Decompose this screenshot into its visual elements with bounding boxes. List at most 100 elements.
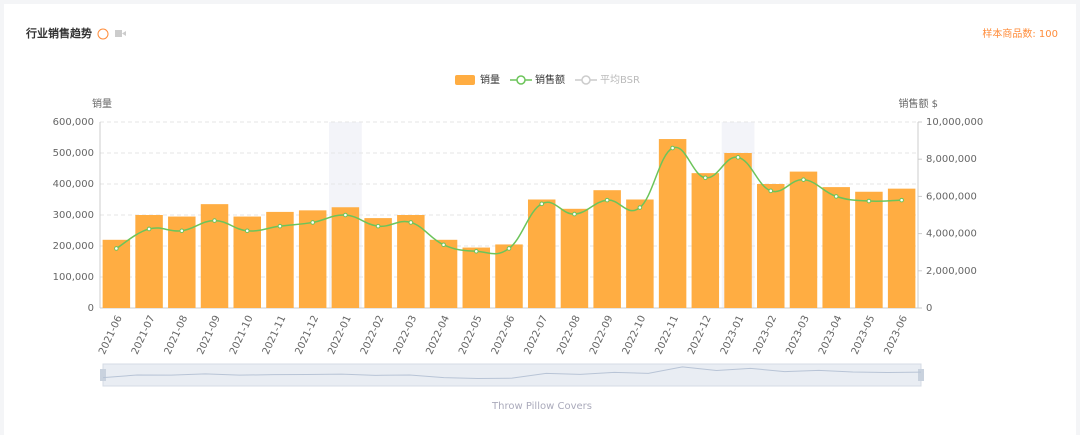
zoom-handle[interactable] <box>918 369 924 381</box>
zoom-preview <box>102 366 922 380</box>
bar <box>593 190 621 308</box>
x-tick-label: 2022-04 <box>424 314 452 357</box>
x-tick-label: 2022-05 <box>457 314 485 357</box>
video-icon[interactable] <box>115 30 122 37</box>
video-icon <box>122 31 126 36</box>
line-point <box>506 246 512 251</box>
zoom-handle[interactable] <box>100 369 106 381</box>
line-point <box>277 223 283 229</box>
bar <box>364 218 392 308</box>
bar <box>560 208 589 308</box>
y-tick-label: 500,000 <box>53 148 94 159</box>
x-tick-label: 2022-02 <box>359 314 387 357</box>
legend-label: 销售额 <box>535 73 565 86</box>
bar <box>691 173 720 308</box>
bar <box>855 191 883 308</box>
bar <box>527 199 556 308</box>
y2-tick-label: 10,000,000 <box>926 117 983 128</box>
line-point <box>114 246 119 251</box>
y-tick-label: 400,000 <box>53 179 94 190</box>
bar <box>331 207 360 308</box>
legend-label: 平均BSR <box>600 74 640 86</box>
y2-tick-label: 6,000,000 <box>926 191 977 202</box>
y2-tick-label: 8,000,000 <box>926 154 977 165</box>
help-icon[interactable] <box>97 28 109 40</box>
line-point <box>703 175 708 181</box>
y2-axis-title: 销售额 $ <box>898 97 938 110</box>
line-point <box>212 218 217 223</box>
x-tick-label: 2023-01 <box>719 314 747 357</box>
y-tick-label: 600,000 <box>53 117 94 128</box>
y-tick-label: 100,000 <box>53 272 94 283</box>
x-tick-label: 2021-10 <box>228 314 256 357</box>
x-tick-label: 2023-04 <box>817 314 845 357</box>
line-point <box>343 212 348 218</box>
line-point <box>670 145 675 151</box>
bar <box>298 210 327 308</box>
line-point <box>179 228 185 234</box>
line-point <box>768 188 774 194</box>
x-tick-label: 2022-01 <box>326 314 354 357</box>
bar <box>102 239 131 308</box>
bar <box>397 215 425 308</box>
x-tick-label: 2023-06 <box>882 314 910 357</box>
line-point <box>604 197 610 203</box>
x-tick-label: 2021-08 <box>163 314 191 357</box>
bar <box>462 247 491 308</box>
bar <box>757 184 785 308</box>
x-tick-label: 2021-06 <box>97 314 125 357</box>
line-point <box>833 194 839 199</box>
line-point <box>866 198 872 204</box>
x-tick-label: 2022-07 <box>523 314 551 357</box>
y-tick-label: 200,000 <box>53 241 94 252</box>
bar <box>724 153 752 308</box>
line-point <box>572 211 577 217</box>
x-tick-label: 2021-09 <box>195 314 223 357</box>
x-tick-label: 2023-05 <box>850 314 878 357</box>
x-tick-label: 2021-12 <box>293 314 321 357</box>
legend-swatch <box>455 75 475 85</box>
line-point <box>146 226 152 232</box>
x-tick-label: 2022-10 <box>621 314 649 357</box>
bar <box>658 139 687 308</box>
bar <box>626 199 654 308</box>
x-tick-label: 2021-07 <box>130 314 158 357</box>
line-point <box>801 177 806 182</box>
line-point <box>244 228 250 234</box>
y2-tick-label: 0 <box>926 303 932 314</box>
sample-count: 样本商品数: 100 <box>982 27 1058 40</box>
x-tick-label: 2022-06 <box>490 314 518 357</box>
line-point <box>310 220 315 225</box>
y-tick-label: 300,000 <box>53 210 94 221</box>
bar <box>887 188 916 308</box>
line-point <box>441 242 446 248</box>
y-tick-label: 0 <box>88 303 94 314</box>
legend-swatch <box>581 75 591 85</box>
x-tick-label: 2023-02 <box>752 314 780 357</box>
x-tick-label: 2022-12 <box>686 314 714 357</box>
x-tick-label: 2023-03 <box>784 314 812 357</box>
title: 行业销售趋势 <box>25 26 92 40</box>
bar <box>429 239 458 308</box>
line-point <box>735 155 741 160</box>
x-tick-label: 2022-08 <box>555 314 583 357</box>
y-axis-title: 销量 <box>92 97 112 110</box>
line-point <box>408 220 414 225</box>
line-point <box>473 248 479 254</box>
y2-tick-label: 4,000,000 <box>926 229 977 240</box>
x-tick-label: 2022-03 <box>392 314 420 357</box>
bar <box>822 187 850 308</box>
y2-tick-label: 2,000,000 <box>926 266 977 277</box>
line-point <box>899 197 904 203</box>
bar <box>789 171 818 308</box>
x-tick-label: 2022-09 <box>588 314 616 357</box>
x-tick-label: 2022-11 <box>653 314 681 357</box>
zoom-label: Throw Pillow Covers <box>491 401 592 412</box>
line-point <box>539 201 545 207</box>
line-point <box>375 223 381 229</box>
legend-label: 销量 <box>480 73 500 86</box>
bar <box>495 244 523 308</box>
line-point <box>637 205 643 210</box>
legend-swatch <box>516 75 526 85</box>
